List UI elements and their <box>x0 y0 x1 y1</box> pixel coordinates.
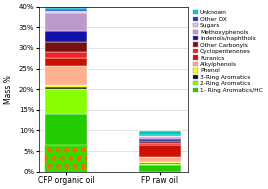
Bar <box>139 137 181 139</box>
Bar <box>45 7 87 9</box>
Bar <box>45 9 87 11</box>
Bar <box>139 135 181 136</box>
Bar <box>139 141 181 143</box>
Bar <box>139 157 181 162</box>
Bar <box>139 162 181 163</box>
Bar <box>139 131 181 135</box>
Bar <box>45 85 87 87</box>
Bar <box>45 87 87 89</box>
Bar <box>45 42 87 52</box>
Bar <box>139 163 181 164</box>
Bar <box>139 143 181 145</box>
Bar <box>45 13 87 31</box>
Bar <box>139 145 181 157</box>
Bar <box>45 52 87 58</box>
Bar <box>45 58 87 67</box>
Bar <box>45 145 87 172</box>
Bar <box>139 139 181 141</box>
Bar <box>45 11 87 13</box>
Bar <box>45 89 87 114</box>
Bar <box>45 114 87 145</box>
Bar <box>45 67 87 85</box>
Bar <box>139 136 181 137</box>
Bar <box>139 166 181 172</box>
Bar <box>45 31 87 42</box>
Legend: Unknown, Other OX, Sugars, Methoxyphenols, Indenols/naphthols, Other Carbonyls, : Unknown, Other OX, Sugars, Methoxyphenol… <box>192 10 263 93</box>
Y-axis label: Mass %: Mass % <box>4 75 13 104</box>
Bar <box>139 164 181 166</box>
